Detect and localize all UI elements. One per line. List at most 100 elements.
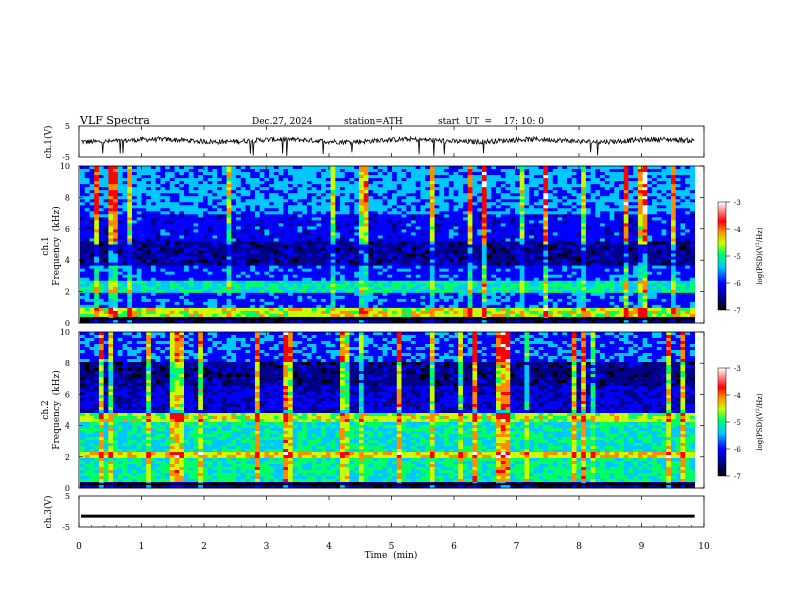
- spectrogram-cell: [141, 253, 147, 257]
- spectrogram-cell: [179, 241, 185, 245]
- spectrogram-cell: [538, 253, 544, 257]
- spectrogram-cell: [150, 244, 157, 248]
- spectrogram-cell: [524, 172, 530, 176]
- spectrogram-cell: [254, 226, 261, 230]
- spectrogram-cell: [146, 196, 152, 200]
- spectrogram-cell: [368, 271, 374, 276]
- spectrogram-cell: [150, 277, 157, 282]
- spectrogram-cell: [188, 205, 194, 209]
- spectrogram-cell: [618, 175, 625, 179]
- spectrogram-cell: [392, 187, 398, 191]
- spectrogram-cell: [146, 271, 152, 276]
- spectrogram-cell: [240, 250, 246, 254]
- spectrogram-cell: [103, 199, 109, 203]
- spectrogram-cell: [292, 202, 298, 206]
- spectrogram-cell: [84, 238, 90, 242]
- spectrogram-cell: [254, 190, 261, 194]
- spectrogram-cell: [160, 199, 166, 203]
- spectrogram-cell: [358, 268, 365, 273]
- spectrogram-cell: [198, 208, 204, 212]
- spectrogram-cell: [633, 166, 639, 170]
- spectrogram-cell: [666, 262, 672, 267]
- spectrogram-cell: [254, 241, 261, 245]
- spectrogram-cell: [477, 220, 483, 224]
- spectrogram-cell: [590, 217, 596, 221]
- spectrogram-cell: [283, 247, 289, 251]
- spectrogram-cell: [533, 172, 540, 176]
- spectrogram-cell: [562, 211, 568, 215]
- spectrogram-cell: [283, 271, 289, 276]
- spectrogram-cell: [217, 223, 223, 227]
- spectrogram-cell: [98, 274, 105, 279]
- spectrogram-cell: [652, 220, 658, 224]
- spectrogram-cell: [382, 178, 388, 182]
- spectrogram-cell: [335, 181, 341, 185]
- spectrogram-cell: [344, 268, 350, 273]
- spectrogram-cell: [491, 229, 497, 233]
- spectrogram-cell: [344, 241, 350, 245]
- spectrogram-cell: [245, 250, 251, 254]
- spectrogram-cell: [80, 184, 86, 188]
- spectrogram-cell: [670, 256, 677, 260]
- spectrogram-cell: [297, 181, 303, 185]
- spectrogram-cell: [150, 178, 157, 182]
- spectrogram-cell: [387, 208, 393, 212]
- spectrogram-cell: [415, 259, 421, 264]
- spectrogram-cell: [609, 256, 615, 260]
- spectrogram-cell: [387, 250, 393, 254]
- spectrogram-cell: [439, 232, 445, 236]
- spectrogram-cell: [217, 181, 223, 185]
- spectrogram-cell: [221, 247, 227, 251]
- spectrogram-cell: [680, 226, 686, 230]
- spectrogram-cell: [236, 265, 242, 270]
- spectrogram-cell: [666, 196, 672, 200]
- spectrogram-cell: [98, 241, 105, 245]
- spectrogram-cell: [562, 169, 568, 173]
- spectrogram-cell: [689, 247, 696, 251]
- spectrogram-cell: [600, 259, 606, 264]
- spectrogram-cell: [604, 217, 610, 221]
- spectrogram-cell: [127, 199, 133, 203]
- spectrogram-cell: [396, 262, 402, 267]
- spectrogram-cell: [486, 259, 492, 264]
- spectrogram-cell: [117, 223, 123, 227]
- spectrogram-cell: [590, 259, 596, 264]
- spectrogram-cell: [429, 187, 435, 191]
- spectrogram-cell: [117, 250, 123, 254]
- spectrogram-cell: [221, 259, 227, 264]
- spectrogram-cell: [98, 190, 105, 194]
- spectrogram-cell: [240, 202, 246, 206]
- spectrogram-cell: [609, 277, 615, 282]
- spectrogram-cell: [89, 172, 95, 176]
- spectrogram-cell: [335, 172, 341, 176]
- spectrogram-cell: [217, 262, 223, 267]
- spectrogram-cell: [217, 274, 223, 279]
- spectrogram-cell: [358, 250, 365, 254]
- spectrogram-cell: [141, 280, 147, 285]
- spectrogram-cell: [198, 175, 204, 179]
- spectrogram-cell: [150, 220, 157, 224]
- spectrogram-cell: [302, 256, 308, 260]
- spectrogram-cell: [155, 238, 161, 242]
- spectrogram-cell: [439, 196, 445, 200]
- spectrogram-cell: [491, 232, 497, 236]
- spectrogram-cell: [415, 232, 421, 236]
- spectrogram-cell: [340, 184, 346, 188]
- spectrogram-cell: [188, 220, 194, 224]
- spectrogram-cell: [387, 184, 393, 188]
- spectrogram-cell: [415, 268, 421, 273]
- spectrogram-cell: [453, 220, 459, 224]
- spectrogram-cell: [614, 265, 620, 270]
- spectrogram-cell: [80, 259, 86, 264]
- spectrogram-cell: [685, 223, 691, 227]
- spectrogram-cell: [689, 232, 696, 236]
- spectrogram-cell: [529, 169, 535, 173]
- spectrogram-cell: [165, 250, 171, 254]
- spectrogram-cell: [113, 253, 119, 257]
- spectrogram-cell: [604, 199, 610, 203]
- spectrogram-cell: [259, 223, 265, 227]
- spectrogram-cell: [548, 259, 554, 264]
- spectrogram-cell: [226, 280, 232, 285]
- spectrogram-cell: [368, 205, 374, 209]
